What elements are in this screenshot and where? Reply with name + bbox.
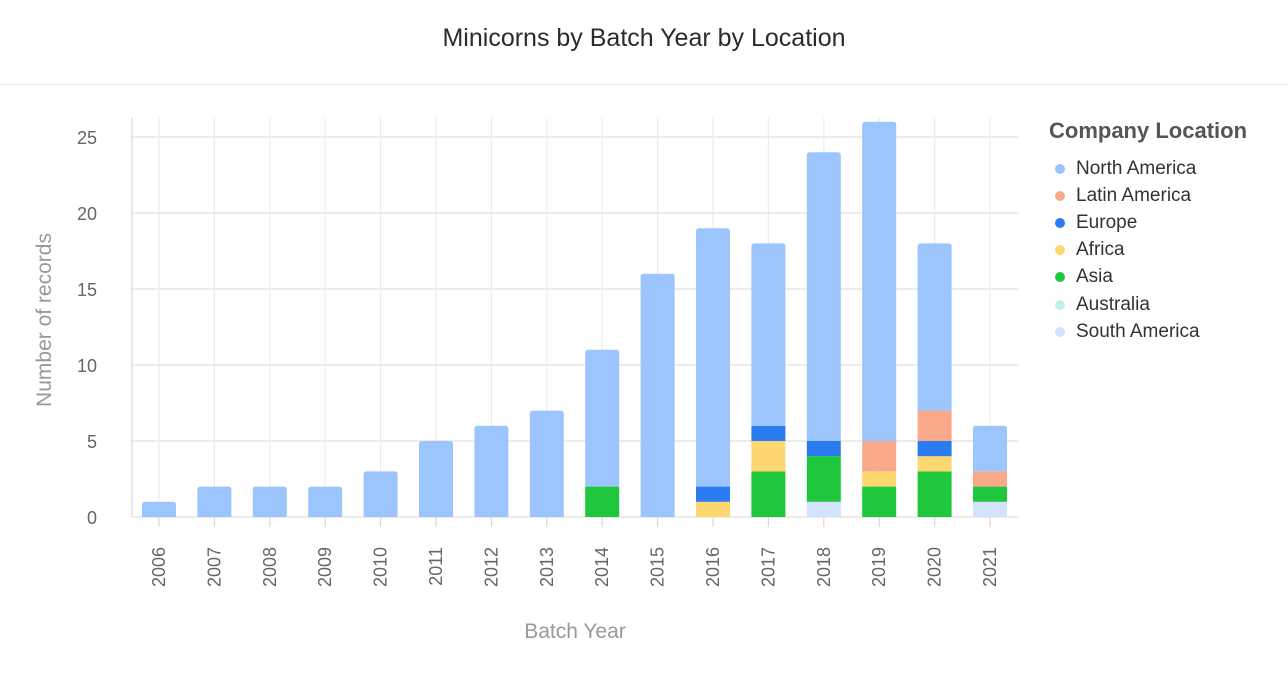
bar-segment [806, 501, 841, 517]
bar-segment [197, 486, 232, 517]
chart-title: Minicorns by Batch Year by Location [442, 24, 846, 52]
bar-segment [917, 243, 952, 411]
x-tick-label: 2015 [648, 547, 668, 587]
bar-segment [917, 441, 952, 457]
bar-segment [363, 471, 398, 517]
bar-segment [142, 501, 176, 517]
x-tick-label: 2018 [814, 547, 834, 587]
bar-segment [751, 425, 786, 441]
legend-label: Africa [1076, 239, 1125, 261]
x-tick-label: 2009 [315, 547, 335, 587]
bar-segment [862, 441, 897, 472]
bar-segment [862, 471, 897, 487]
legend-label: Europe [1076, 211, 1138, 233]
x-tick-label: 2011 [426, 547, 446, 586]
legend-dot-icon [1055, 190, 1065, 201]
legend-item[interactable]: North America [1049, 155, 1247, 182]
legend-item[interactable]: Asia [1049, 264, 1247, 291]
bar-segment [696, 228, 730, 487]
y-tick-label: 5 [87, 432, 97, 452]
bar-segment [751, 441, 786, 472]
chart-header: Minicorns by Batch Year by Location [0, 0, 1288, 85]
x-tick-labels: 2006 2007 2008 2009 2010 2011 2012 2013 2014 2015… [149, 547, 1000, 587]
bar-segment [862, 486, 897, 517]
legend-title: Company Location [1049, 118, 1248, 143]
legend-item[interactable]: Latin America [1049, 182, 1247, 209]
x-tick-label: 2013 [537, 547, 557, 587]
x-tick-label: 2021 [980, 547, 1000, 587]
legend: Company Location North America Latin Amer… [1049, 118, 1247, 345]
legend-label: Australia [1076, 293, 1150, 315]
x-tick-label: 2017 [758, 547, 778, 587]
bar-segment [529, 410, 564, 517]
y-tick-labels: 0 5 10 15 20 25 [77, 128, 97, 528]
bar-segment [474, 425, 509, 517]
bar-segment [419, 441, 453, 517]
y-tick-label: 0 [87, 508, 97, 528]
bar-segment [973, 471, 1007, 487]
x-tick-label: 2008 [260, 547, 280, 587]
legend-dot-icon [1055, 272, 1065, 283]
bar-segment [308, 486, 343, 517]
bar-segment [640, 273, 675, 517]
legend-label: Latin America [1076, 184, 1192, 206]
x-axis-label: Batch Year [524, 620, 626, 643]
bars-group [142, 121, 1007, 517]
bar-segment [917, 456, 952, 472]
bar-segment [973, 501, 1007, 517]
x-tick-label: 2012 [481, 547, 501, 587]
legend-label: North America [1076, 157, 1197, 179]
legend-dot-icon [1055, 217, 1065, 228]
bar-segment [973, 486, 1007, 502]
bar-segment [696, 501, 730, 517]
y-tick-label: 15 [77, 280, 97, 300]
legend-dot-icon [1055, 163, 1065, 174]
y-tick-label: 25 [77, 128, 97, 148]
legend-dot-icon [1055, 299, 1065, 310]
bar-segment [696, 486, 730, 502]
x-tick-label: 2020 [925, 547, 945, 587]
bar-segment [806, 152, 841, 441]
bar-segment [751, 471, 786, 517]
legend-item[interactable]: Africa [1049, 237, 1247, 264]
x-tick-label: 2016 [703, 547, 723, 587]
y-tick-label: 10 [77, 356, 97, 376]
bar-segment [806, 441, 841, 457]
legend-label: Asia [1076, 266, 1113, 288]
x-tick-label: 2019 [869, 547, 889, 587]
bar-segment [917, 410, 952, 441]
bar-segment [751, 243, 786, 426]
bar-segment [917, 471, 952, 517]
bar-segment [806, 456, 841, 502]
legend-dot-icon [1055, 245, 1065, 256]
bar-segment [585, 349, 620, 487]
legend-item[interactable]: Europe [1049, 209, 1247, 236]
x-tick-label: 2007 [204, 547, 224, 587]
bar-segment [973, 425, 1007, 472]
x-tick-label: 2010 [371, 547, 391, 587]
x-tick-label: 2006 [149, 547, 169, 587]
legend-items: North America Latin America Europe Africa As… [1049, 155, 1247, 345]
legend-dot-icon [1055, 326, 1065, 337]
bar-segment [252, 486, 287, 517]
legend-label: South America [1076, 320, 1200, 342]
bar-segment [862, 121, 897, 442]
y-tick-label: 20 [77, 204, 97, 224]
legend-item[interactable]: South America [1049, 318, 1247, 345]
bar-segment [585, 486, 620, 517]
legend-item[interactable]: Australia [1049, 291, 1247, 318]
x-tick-label: 2014 [592, 547, 612, 587]
y-axis-label: Number of records [33, 233, 56, 407]
